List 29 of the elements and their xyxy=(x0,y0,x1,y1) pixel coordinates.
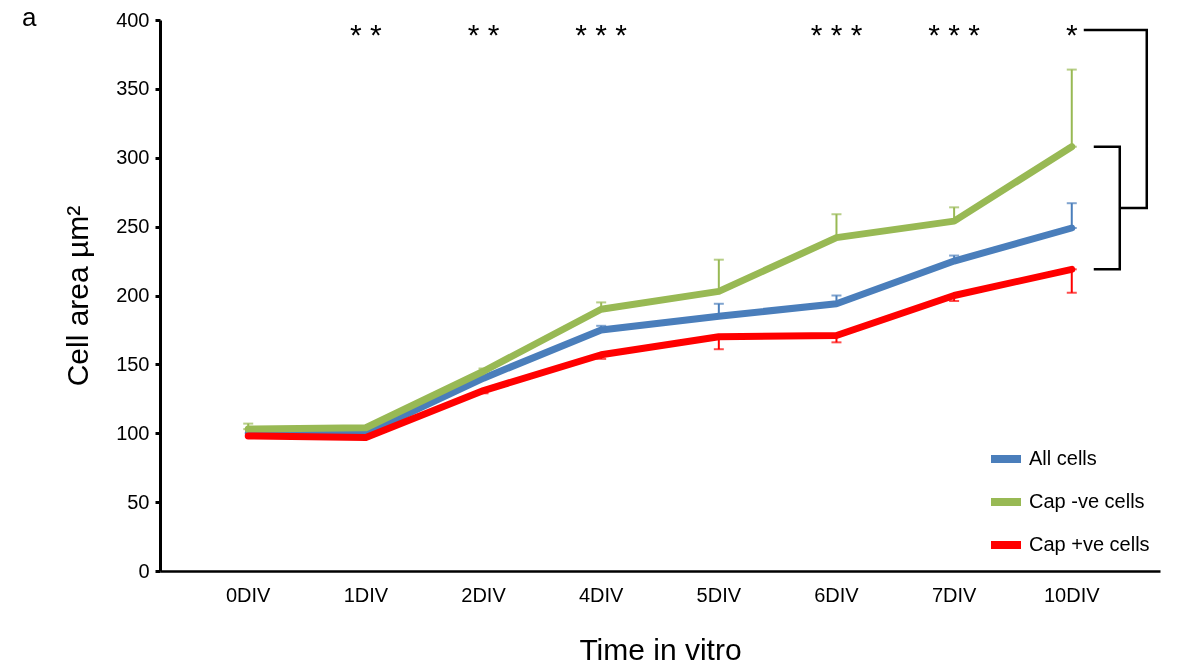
x-tick-label: 5DIV xyxy=(696,583,742,606)
x-tick-label: 7DIV xyxy=(931,583,978,606)
x-tick-label: 10DIV xyxy=(1043,583,1101,606)
y-tick-label: 200 xyxy=(116,284,150,306)
text: a xyxy=(22,2,37,33)
legend-label: Cap +ve cells xyxy=(1029,533,1150,555)
y-tick-label: 150 xyxy=(116,352,150,375)
x-tick-label: 1DIV xyxy=(343,583,389,606)
legend-label: Cap -ve cells xyxy=(1029,490,1145,512)
x-axis-title: Time in vitro xyxy=(579,632,742,666)
y-axis-title: Cell area µm² xyxy=(61,205,95,387)
y-tick-label: 250 xyxy=(116,215,150,238)
x-tick-label: 4DIV xyxy=(578,583,625,606)
y-tick-label: 0 xyxy=(138,559,150,582)
x-tick-label: 0DIV xyxy=(226,583,272,606)
y-tick-label: 300 xyxy=(116,146,150,169)
annotation: * * * xyxy=(928,18,981,51)
y-tick-label: 400 xyxy=(116,8,150,31)
annotation: * * * xyxy=(575,18,628,51)
annotation: * xyxy=(1065,18,1078,51)
y-tick-label: 100 xyxy=(116,421,150,444)
x-tick-label: 6DIV xyxy=(814,583,860,606)
y-tick-label: 50 xyxy=(127,490,150,513)
x-tick-label: 2DIV xyxy=(461,583,507,606)
annotation: * * xyxy=(467,18,500,51)
y-tick-label: 350 xyxy=(116,77,150,100)
annotation: * * xyxy=(350,18,383,51)
annotation: * * * xyxy=(810,18,863,51)
legend-label: All cells xyxy=(1029,447,1097,469)
